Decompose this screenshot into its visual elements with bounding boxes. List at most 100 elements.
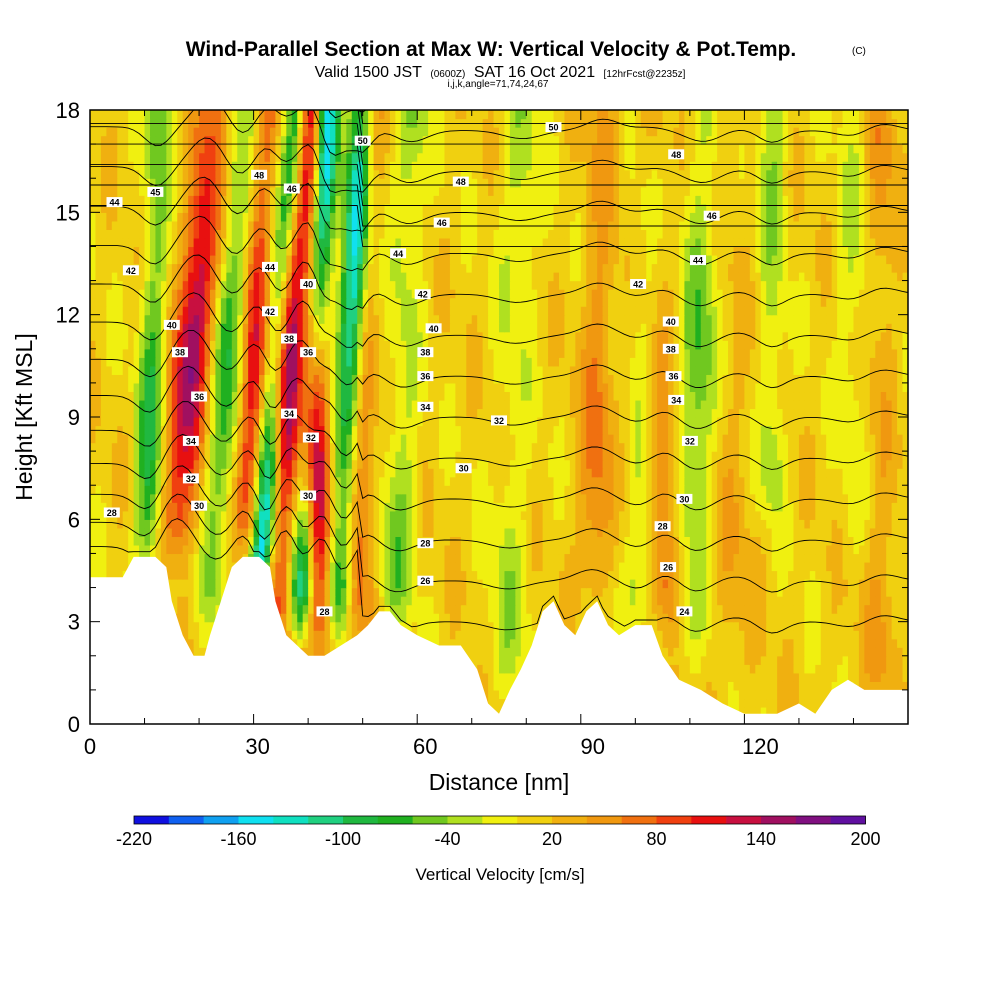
velocity-cell <box>624 544 631 555</box>
velocity-cell <box>520 561 527 572</box>
velocity-cell <box>602 451 609 461</box>
velocity-cell <box>700 485 707 495</box>
velocity-cell <box>166 527 173 537</box>
velocity-cell <box>804 476 811 486</box>
velocity-cell <box>902 519 908 529</box>
velocity-cell <box>700 596 707 606</box>
velocity-cell <box>782 553 789 563</box>
velocity-cell <box>646 468 653 478</box>
velocity-cell <box>542 476 549 486</box>
velocity-cell <box>499 655 506 665</box>
velocity-cell <box>286 536 293 546</box>
velocity-cell <box>733 664 740 674</box>
velocity-cell <box>324 544 331 555</box>
velocity-cell <box>319 536 326 546</box>
velocity-cell <box>444 476 451 486</box>
velocity-cell <box>651 613 658 623</box>
velocity-cell <box>793 442 800 452</box>
velocity-cell <box>537 527 544 537</box>
velocity-cell <box>269 527 277 537</box>
velocity-cell <box>100 434 107 444</box>
velocity-cell <box>728 510 735 520</box>
velocity-cell <box>128 553 135 563</box>
velocity-cell <box>689 468 696 478</box>
velocity-cell <box>297 459 304 469</box>
velocity-cell <box>733 604 740 614</box>
velocity-cell <box>400 561 407 572</box>
velocity-cell <box>379 442 386 452</box>
velocity-cell <box>886 672 893 682</box>
velocity-cell <box>488 613 495 623</box>
velocity-cell <box>602 587 609 597</box>
velocity-cell <box>804 647 811 657</box>
velocity-cell <box>111 544 118 555</box>
velocity-cell <box>848 655 855 665</box>
velocity-cell <box>493 510 500 520</box>
velocity-cell <box>755 604 762 614</box>
velocity-cell <box>613 442 620 452</box>
velocity-cell <box>444 527 451 537</box>
velocity-cell <box>411 613 418 623</box>
velocity-cell <box>166 493 173 503</box>
velocity-cell <box>629 544 636 555</box>
velocity-cell <box>455 527 462 537</box>
velocity-cell <box>280 561 287 572</box>
velocity-cell <box>602 476 609 486</box>
velocity-cell <box>820 527 827 537</box>
velocity-cell <box>678 647 686 657</box>
velocity-cell <box>193 638 200 648</box>
velocity-cell <box>826 664 833 674</box>
velocity-cell <box>700 459 707 469</box>
velocity-cell <box>695 579 702 589</box>
velocity-cell <box>815 698 822 708</box>
velocity-cell <box>291 604 298 614</box>
velocity-cell <box>389 485 396 495</box>
velocity-cell <box>177 442 184 452</box>
velocity-cell <box>597 451 604 461</box>
velocity-cell <box>684 570 691 580</box>
velocity-cell <box>526 596 533 606</box>
velocity-cell <box>580 451 587 461</box>
velocity-cell <box>460 527 467 537</box>
velocity-cell <box>880 493 887 503</box>
velocity-cell <box>520 468 527 478</box>
velocity-cell <box>602 468 609 478</box>
velocity-cell <box>771 544 778 555</box>
velocity-cell <box>329 596 336 606</box>
velocity-cell <box>199 519 206 529</box>
velocity-cell <box>793 561 800 572</box>
velocity-cell <box>220 553 227 563</box>
velocity-cell <box>738 681 745 691</box>
velocity-cell <box>766 536 773 546</box>
velocity-cell <box>160 510 167 520</box>
velocity-cell <box>635 527 642 537</box>
velocity-cell <box>853 451 860 461</box>
velocity-cell <box>804 621 811 631</box>
velocity-cell <box>700 570 707 580</box>
velocity-cell <box>777 476 784 486</box>
velocity-cell <box>509 570 516 580</box>
velocity-cell <box>809 485 816 495</box>
velocity-cell <box>575 459 582 469</box>
velocity-cell <box>531 485 538 495</box>
velocity-cell <box>886 561 893 572</box>
velocity-cell <box>711 510 718 520</box>
velocity-cell <box>553 596 560 606</box>
velocity-cell <box>324 561 331 572</box>
velocity-cell <box>760 544 767 555</box>
velocity-cell <box>809 689 816 700</box>
velocity-cell <box>744 510 751 520</box>
velocity-cell <box>788 647 795 657</box>
velocity-cell <box>275 434 282 444</box>
velocity-cell <box>689 630 696 640</box>
velocity-cell <box>902 561 908 572</box>
velocity-cell <box>875 553 882 563</box>
velocity-cell <box>820 510 827 520</box>
velocity-cell <box>777 621 784 631</box>
velocity-cell <box>711 596 718 606</box>
velocity-cell <box>673 587 680 597</box>
velocity-cell <box>564 621 571 631</box>
velocity-cell <box>728 553 735 563</box>
velocity-cell <box>809 664 816 674</box>
velocity-cell <box>444 468 451 478</box>
